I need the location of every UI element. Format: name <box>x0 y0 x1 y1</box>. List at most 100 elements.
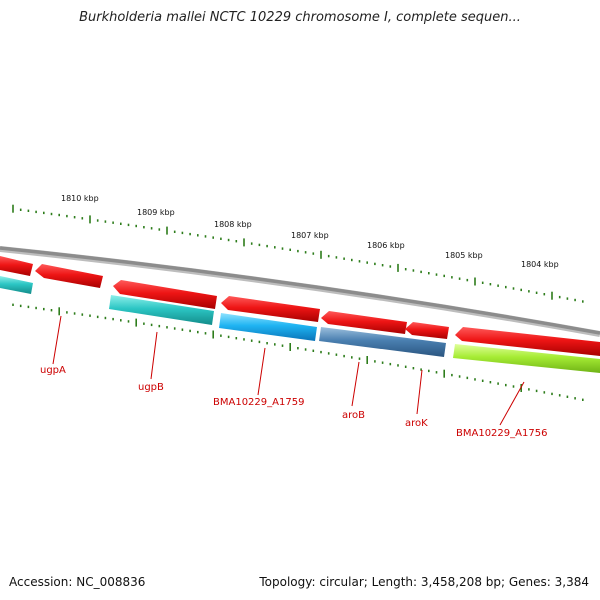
gene-forward-5[interactable] <box>405 322 449 339</box>
minor-tick <box>235 240 238 243</box>
lower-scale-ticks <box>12 303 584 401</box>
minor-tick <box>312 252 315 255</box>
minor-tick <box>281 247 284 250</box>
accession-text: Accession: NC_008836 <box>9 575 146 589</box>
gene-reverse-edge-left[interactable] <box>0 276 33 294</box>
major-tick <box>289 343 291 351</box>
minor-tick <box>374 360 376 363</box>
minor-tick <box>420 368 422 371</box>
minor-tick <box>227 238 230 242</box>
minor-tick <box>96 219 99 222</box>
minor-tick <box>289 248 291 251</box>
minor-tick <box>320 350 322 354</box>
gene-forward-2[interactable] <box>113 280 217 309</box>
minor-tick <box>358 357 361 360</box>
gene-forward-4[interactable] <box>321 311 407 334</box>
minor-tick <box>512 287 515 290</box>
minor-tick <box>35 210 37 214</box>
minor-tick <box>12 303 14 306</box>
minor-tick <box>120 222 122 225</box>
gene-ugpB[interactable] <box>109 295 214 325</box>
gene-forward-1[interactable] <box>35 264 103 288</box>
major-tick <box>474 277 476 286</box>
minor-tick <box>43 307 45 311</box>
minor-tick <box>505 285 507 289</box>
minor-tick <box>104 316 107 320</box>
minor-tick <box>274 343 276 346</box>
minor-tick <box>274 246 276 249</box>
minor-tick <box>458 277 461 280</box>
minor-tick <box>189 232 191 236</box>
backbone-shadow <box>0 246 600 337</box>
minor-tick <box>127 223 130 227</box>
minor-tick <box>566 297 569 300</box>
gene-BMA10229_A1759[interactable] <box>219 313 317 341</box>
minor-tick <box>543 293 546 296</box>
minor-tick <box>143 322 145 325</box>
minor-tick <box>351 258 353 262</box>
minor-tick <box>66 311 68 314</box>
minor-tick <box>451 373 453 377</box>
gene-label-ugpB[interactable]: ugpB <box>138 382 164 393</box>
minor-tick <box>66 214 68 218</box>
gene-aroB[interactable] <box>319 327 446 357</box>
minor-tick <box>158 324 161 328</box>
minor-tick <box>481 379 484 382</box>
scale-label-1807: 1807 kbp <box>291 231 329 240</box>
minor-tick <box>327 254 330 258</box>
gene-label-ugpA[interactable]: ugpA <box>40 365 66 376</box>
gene-forward-6[interactable] <box>455 327 600 356</box>
leader-BMA10229_A1756 <box>499 381 525 426</box>
minor-tick <box>235 337 238 340</box>
minor-tick <box>27 305 30 309</box>
minor-tick <box>227 335 230 339</box>
major-tick <box>212 330 214 339</box>
minor-tick <box>335 353 338 356</box>
gene-label-BMA10229_A1759[interactable]: BMA10229_A1759 <box>213 397 304 408</box>
minor-tick <box>212 236 214 239</box>
minor-tick <box>497 382 499 385</box>
minor-tick <box>96 315 99 319</box>
minor-tick <box>366 261 368 264</box>
gene-forward-3[interactable] <box>221 296 320 322</box>
minor-tick <box>181 231 184 235</box>
minor-tick <box>351 356 353 359</box>
gene-label-BMA10229_A1756[interactable]: BMA10229_A1756 <box>456 428 547 439</box>
minor-tick <box>243 338 245 341</box>
leader-ugpA <box>52 315 62 365</box>
minor-tick <box>143 226 145 229</box>
minor-tick <box>404 268 407 271</box>
topology-text: Topology: circular; Length: 3,458,208 bp… <box>259 575 589 589</box>
minor-tick <box>474 378 476 381</box>
minor-tick <box>150 323 153 327</box>
minor-tick <box>73 312 76 315</box>
minor-tick <box>27 209 30 212</box>
gene-label-aroK[interactable]: aroK <box>405 418 428 429</box>
major-tick <box>89 215 91 224</box>
scale-label-1808: 1808 kbp <box>214 220 252 229</box>
minor-tick <box>258 243 261 247</box>
minor-tick <box>112 221 114 224</box>
scale-label-1805: 1805 kbp <box>445 251 483 260</box>
gene-label-aroB[interactable]: aroB <box>342 410 365 421</box>
minor-tick <box>120 319 122 322</box>
gene-BMA10229_A1756[interactable] <box>453 344 600 373</box>
minor-tick <box>197 330 199 334</box>
minor-tick <box>343 354 345 358</box>
backbone-arc <box>0 246 600 335</box>
minor-tick <box>528 290 530 293</box>
major-tick <box>12 204 14 213</box>
gene-forward-edge-left[interactable] <box>0 256 33 276</box>
minor-tick <box>266 244 268 248</box>
minor-tick <box>327 352 330 355</box>
minor-tick <box>574 397 576 400</box>
major-tick <box>366 356 368 364</box>
minor-tick <box>497 284 499 287</box>
minor-tick <box>35 306 37 310</box>
minor-tick <box>250 242 253 245</box>
minor-tick <box>189 329 191 333</box>
minor-tick <box>381 264 384 267</box>
minor-tick <box>19 304 22 308</box>
minor-tick <box>558 295 561 299</box>
